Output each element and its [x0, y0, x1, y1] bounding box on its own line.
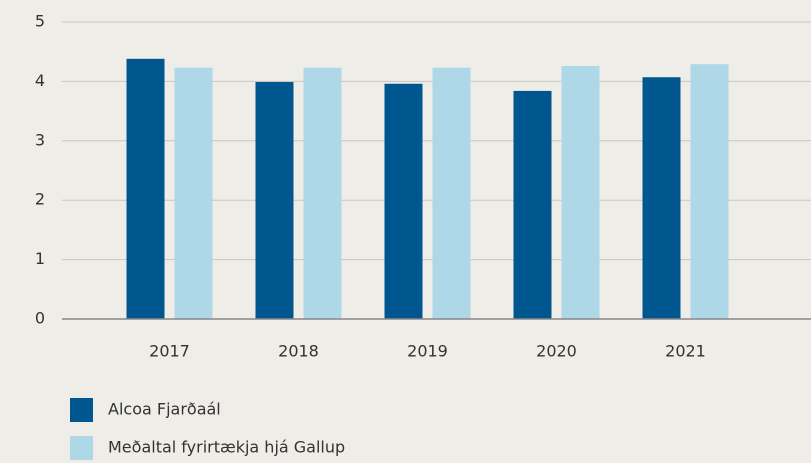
bar: [690, 64, 729, 319]
x-tick-label: 2019: [407, 342, 448, 361]
legend-label: Meðaltal fyrirtækja hjá Gallup: [108, 438, 345, 457]
x-tick-label: 2021: [665, 342, 706, 361]
legend-swatch: [70, 436, 93, 460]
y-tick-label: 2: [35, 190, 45, 209]
bar: [384, 83, 423, 319]
x-tick-label: 2017: [149, 342, 190, 361]
y-tick-label: 4: [35, 71, 45, 90]
bar: [303, 67, 342, 319]
x-tick-label: 2018: [278, 342, 319, 361]
bar: [174, 67, 213, 319]
bar: [255, 81, 294, 319]
bar: [432, 67, 471, 319]
y-tick-label: 3: [35, 130, 45, 149]
y-tick-label: 0: [35, 309, 45, 328]
y-tick-label: 5: [35, 12, 45, 31]
bar: [126, 58, 165, 319]
y-tick-label: 1: [35, 249, 45, 268]
legend-swatch: [70, 398, 93, 422]
legend-label: Alcoa Fjarðaál: [108, 400, 221, 419]
bar: [561, 65, 600, 320]
x-tick-label: 2020: [536, 342, 577, 361]
bar: [642, 77, 681, 319]
bar: [513, 90, 552, 320]
